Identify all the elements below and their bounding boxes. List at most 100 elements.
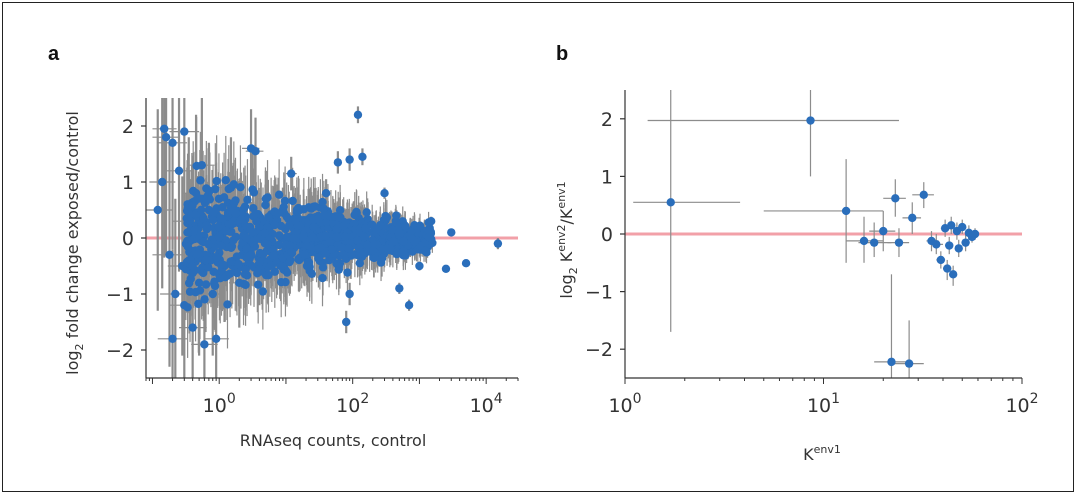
data-point	[493, 239, 503, 248]
data-point	[194, 278, 204, 287]
panel-b-y-axis-label: log2 Kenv2/Kenv1	[555, 181, 580, 298]
data-point	[321, 249, 330, 258]
data-point	[246, 250, 256, 259]
data-point	[350, 210, 359, 220]
data-point	[200, 340, 209, 349]
data-point	[171, 289, 180, 299]
data-point	[318, 273, 327, 283]
data-point	[319, 210, 329, 220]
data-point	[192, 161, 201, 171]
data-point	[269, 251, 278, 260]
x-tick-label: 102	[336, 391, 369, 417]
data-point	[308, 233, 318, 242]
data-point	[970, 229, 980, 239]
data-point	[282, 212, 291, 221]
data-point	[174, 166, 184, 175]
data-point	[218, 203, 227, 212]
data-point	[194, 299, 203, 309]
data-point	[270, 220, 279, 230]
data-point	[441, 264, 451, 273]
data-point	[183, 228, 192, 237]
data-point	[904, 359, 914, 368]
data-point	[289, 233, 298, 243]
data-point	[363, 240, 372, 250]
data-point	[264, 270, 273, 280]
y-tick-label: −1	[106, 284, 134, 306]
y-tick-label: 2	[601, 109, 613, 131]
data-point	[208, 289, 217, 299]
data-point	[936, 255, 946, 265]
data-point	[183, 303, 192, 312]
data-point	[276, 277, 286, 287]
data-point	[168, 138, 177, 147]
panel-b-ylabel-slash: /K	[557, 208, 576, 224]
data-point	[424, 218, 433, 227]
data-point	[333, 213, 343, 222]
data-point	[355, 258, 365, 268]
data-point	[332, 224, 342, 233]
data-point	[319, 204, 329, 213]
data-point	[214, 222, 223, 232]
data-point	[188, 323, 197, 332]
data-point	[197, 263, 207, 273]
data-point	[358, 152, 367, 161]
data-point	[200, 295, 209, 304]
data-point	[201, 255, 211, 265]
data-point	[253, 266, 263, 276]
data-point	[217, 241, 226, 251]
data-point	[394, 228, 404, 238]
panel-a-y-ticks: −2 −1 0 1 2	[106, 116, 146, 362]
y-tick-label: 0	[601, 224, 613, 246]
data-point	[196, 176, 205, 185]
panel-a-y-axis-label: log2 fold change exposed/control	[63, 111, 86, 375]
data-point	[276, 221, 286, 231]
data-point	[948, 270, 958, 279]
data-point	[345, 289, 354, 299]
data-point	[219, 193, 229, 202]
panel-b-points	[666, 116, 980, 368]
data-point	[891, 194, 900, 203]
data-point	[196, 205, 206, 215]
data-point	[292, 205, 302, 215]
data-point	[251, 147, 260, 156]
data-point	[242, 233, 251, 243]
data-point	[251, 209, 260, 219]
y-tick-label: 0	[122, 228, 134, 250]
data-point	[263, 193, 272, 202]
y-tick-label: 1	[122, 172, 134, 194]
data-point	[212, 253, 221, 262]
data-point	[260, 229, 270, 238]
data-point	[424, 233, 434, 242]
panel-b-xlabel-base: K	[803, 445, 814, 464]
data-point	[404, 301, 414, 310]
data-point	[274, 190, 284, 199]
data-point	[919, 190, 928, 200]
data-point	[382, 244, 392, 253]
data-point	[261, 200, 270, 210]
x-tick-label: 104	[470, 391, 503, 417]
data-point	[160, 124, 169, 133]
data-point	[321, 189, 331, 198]
data-point	[216, 260, 226, 269]
data-point	[401, 221, 410, 231]
panel-b-letter: b	[556, 43, 568, 65]
data-point	[879, 226, 888, 236]
data-point	[447, 228, 456, 237]
data-point	[221, 176, 230, 185]
data-point	[270, 267, 280, 276]
data-point	[229, 236, 238, 245]
data-point	[202, 184, 211, 193]
data-point	[286, 241, 295, 250]
data-point	[298, 232, 308, 241]
data-point	[237, 215, 246, 224]
data-point	[236, 182, 245, 192]
data-point	[258, 287, 268, 296]
data-point	[210, 277, 219, 286]
data-point	[387, 225, 397, 235]
data-point	[958, 222, 967, 232]
data-point	[337, 243, 346, 252]
panel-b-ylabel-log: log	[557, 274, 576, 298]
data-point	[199, 214, 208, 223]
data-point	[354, 243, 363, 252]
